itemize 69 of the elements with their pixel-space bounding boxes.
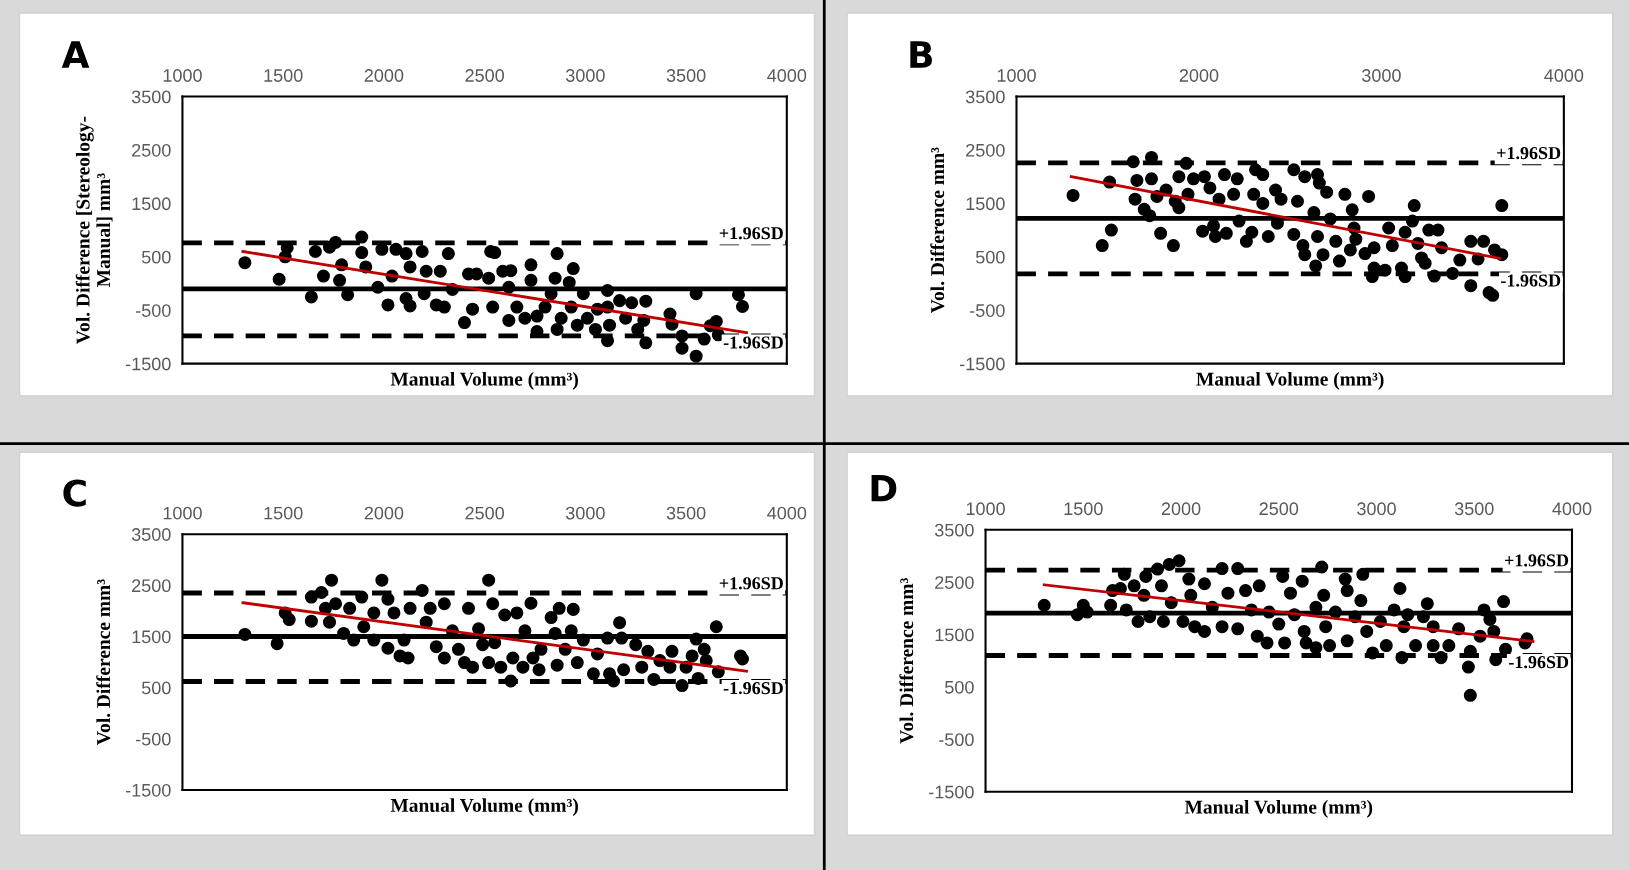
y-tick-label: 500 (141, 681, 171, 695)
y-tick-label: 2500 (935, 576, 974, 589)
x-axis-title: Manual Volume (mm³) (390, 371, 578, 390)
x-tick-label: 2000 (364, 69, 404, 82)
x-tick-label: 2500 (465, 69, 505, 82)
x-tick-label: 4000 (767, 69, 807, 82)
x-tick-label: 3500 (666, 506, 706, 520)
y-tick-label: -500 (136, 732, 171, 746)
y-axis-title: Vol. Difference mm³ (899, 578, 914, 744)
y-axis-title: Vol. Difference mm³ (96, 579, 111, 745)
y-tick-label: -1500 (929, 785, 974, 799)
x-tick-label: 1000 (997, 69, 1036, 82)
y-tick-label: 1500 (935, 628, 974, 642)
x-tick-label: 4000 (1552, 502, 1592, 516)
x-tick-label: 3000 (565, 69, 605, 82)
chart-title: A (61, 41, 90, 68)
x-tick-label: 1500 (264, 506, 303, 520)
y-tick-label: 2500 (132, 579, 171, 593)
ref-line-label: -1.96SD (723, 336, 783, 349)
y-tick-label: -500 (939, 733, 974, 747)
x-axis-title: Manual Volume (mm³) (1184, 800, 1373, 818)
y-tick-label: 1500 (132, 630, 171, 644)
x-tick-label: 1000 (966, 502, 1005, 516)
x-tick-label: 3000 (1362, 69, 1401, 82)
x-axis-title: Manual Volume (mm³) (390, 798, 578, 816)
y-tick-label: 500 (141, 250, 171, 264)
y-tick-label: 2500 (966, 143, 1005, 157)
x-tick-label: 2000 (364, 506, 404, 520)
y-tick-label: 3500 (965, 90, 1005, 104)
chart-title: D (871, 475, 897, 502)
x-tick-label: 3500 (666, 69, 706, 82)
x-tick-label: 2000 (1161, 502, 1201, 516)
y-tick-label: -500 (136, 304, 171, 317)
y-tick-label: 2500 (132, 143, 171, 157)
ref-line-label: -1.96SD (1509, 656, 1569, 669)
y-tick-label: -1500 (125, 357, 171, 371)
x-tick-label: 4000 (767, 506, 807, 520)
y-axis-title: Vol. Difference mm³ (930, 147, 945, 314)
x-tick-label: 2000 (1179, 69, 1219, 82)
x-tick-label: 3500 (1454, 502, 1494, 516)
ref-line-label: +1.96SD (1505, 554, 1569, 567)
x-axis-title: Manual Volume (mm³) (1196, 371, 1384, 390)
y-tick-label: 500 (945, 680, 974, 694)
y-tick-label: 3500 (934, 523, 974, 537)
x-tick-label: 1000 (163, 69, 202, 82)
ref-line-label: +1.96SD (719, 577, 783, 590)
x-tick-label: 1500 (1064, 502, 1103, 516)
x-tick-label: 1000 (163, 506, 202, 520)
y-axis-title: Vol. Difference [Stereology- Manual] mm³ (75, 116, 113, 344)
ref-line-label: -1.96SD (723, 682, 783, 695)
ref-line-label: -1.96SD (1501, 274, 1561, 287)
x-tick-label: 3000 (565, 506, 605, 520)
ref-line-label: +1.96SD (1497, 147, 1561, 160)
ref-line-label: +1.96SD (719, 227, 783, 240)
y-tick-label: 3500 (131, 528, 171, 541)
y-tick-label: -1500 (125, 783, 171, 797)
y-tick-label: 1500 (132, 197, 171, 211)
x-tick-label: 2500 (1259, 502, 1299, 516)
y-tick-label: 3500 (131, 90, 171, 104)
chart-title: C (63, 479, 86, 507)
x-tick-label: 4000 (1544, 69, 1584, 82)
y-tick-label: 1500 (966, 197, 1005, 211)
y-tick-label: 500 (975, 250, 1005, 264)
x-tick-label: 2500 (465, 506, 505, 520)
x-tick-label: 3000 (1357, 502, 1396, 516)
x-tick-label: 1500 (264, 69, 303, 82)
y-tick-label: -1500 (960, 357, 1005, 371)
y-tick-label: -500 (970, 304, 1005, 317)
chart-title: B (910, 41, 933, 68)
